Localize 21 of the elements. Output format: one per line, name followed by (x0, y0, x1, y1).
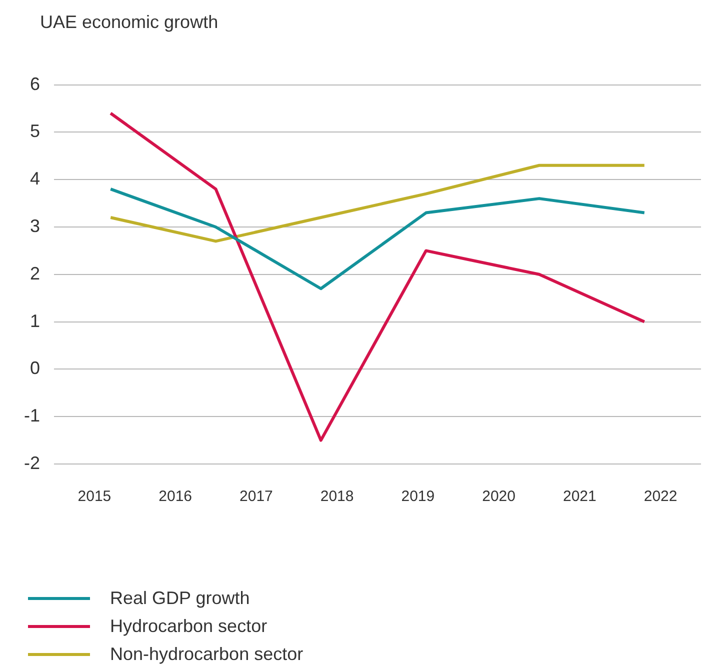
y-tick-label: 1 (30, 310, 40, 331)
y-tick-label: -2 (24, 452, 40, 473)
x-tick-label: 2021 (563, 488, 596, 506)
x-tick-label: 2016 (158, 488, 192, 506)
y-tick-label: 2 (30, 263, 40, 284)
x-tick-label: 2018 (320, 488, 354, 506)
y-tick-label: -1 (24, 406, 40, 426)
legend-label: Real GDP growth (110, 588, 250, 608)
legend-label: Non-hydrocarbon sector (110, 644, 304, 664)
y-tick-label: 0 (30, 358, 40, 378)
y-tick-label: 5 (30, 121, 40, 142)
x-tick-label: 2019 (401, 488, 435, 506)
x-tick-label: 2022 (644, 488, 678, 506)
x-tick-label: 2020 (482, 488, 516, 506)
y-tick-label: 3 (30, 216, 40, 236)
x-tick-label: 2015 (78, 488, 112, 506)
legend-label: Hydrocarbon sector (110, 616, 268, 636)
chart-title: UAE economic growth (40, 12, 218, 33)
x-tick-label: 2017 (240, 488, 273, 506)
y-tick-label: 6 (30, 74, 40, 94)
y-tick-label: 4 (30, 168, 40, 189)
